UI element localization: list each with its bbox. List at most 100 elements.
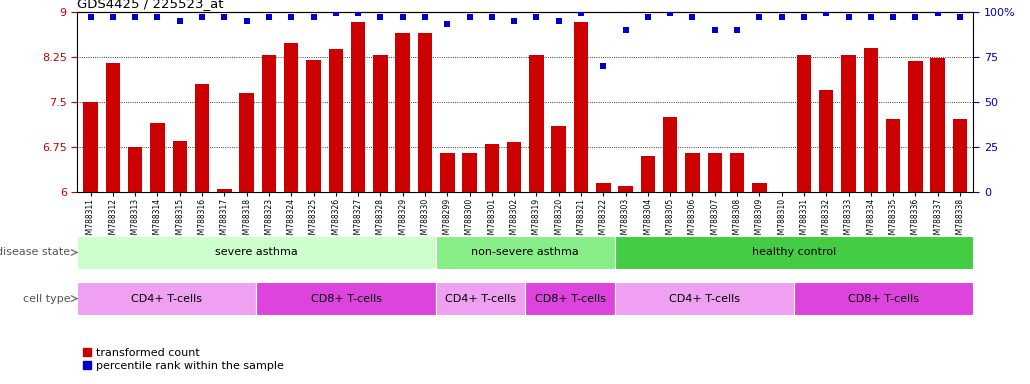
- Bar: [529, 55, 544, 192]
- Point: [238, 17, 254, 24]
- Bar: [615, 282, 794, 315]
- Bar: [794, 282, 973, 315]
- Point: [662, 10, 679, 17]
- Point: [840, 14, 857, 20]
- Bar: [440, 153, 454, 192]
- Bar: [842, 55, 856, 192]
- Point: [372, 14, 388, 20]
- Text: CD8+ T-cells: CD8+ T-cells: [311, 293, 381, 304]
- Bar: [396, 33, 410, 192]
- Bar: [77, 236, 436, 269]
- Bar: [663, 117, 678, 192]
- Bar: [615, 236, 973, 269]
- Bar: [306, 60, 320, 192]
- Bar: [953, 119, 967, 192]
- Text: cell type: cell type: [23, 293, 70, 304]
- Point: [729, 26, 746, 33]
- Text: CD4+ T-cells: CD4+ T-cells: [670, 293, 740, 304]
- Point: [573, 10, 589, 17]
- Point: [862, 14, 879, 20]
- Bar: [796, 55, 812, 192]
- Bar: [930, 58, 945, 192]
- Text: healthy control: healthy control: [752, 247, 836, 258]
- Point: [595, 63, 612, 69]
- Bar: [436, 236, 615, 269]
- Point: [952, 14, 968, 20]
- Point: [105, 14, 122, 20]
- Text: CD4+ T-cells: CD4+ T-cells: [445, 293, 516, 304]
- Point: [484, 14, 501, 20]
- Point: [216, 14, 233, 20]
- Bar: [685, 153, 699, 192]
- Bar: [373, 55, 387, 192]
- Bar: [908, 61, 923, 192]
- Bar: [77, 282, 256, 315]
- Text: CD4+ T-cells: CD4+ T-cells: [132, 293, 202, 304]
- Bar: [752, 183, 766, 192]
- Bar: [708, 153, 722, 192]
- Point: [818, 10, 834, 17]
- Bar: [351, 22, 366, 192]
- Point: [796, 14, 813, 20]
- Point: [305, 14, 321, 20]
- Point: [707, 26, 723, 33]
- Bar: [262, 55, 276, 192]
- Point: [907, 14, 924, 20]
- Point: [194, 14, 210, 20]
- Point: [149, 14, 166, 20]
- Bar: [256, 282, 436, 315]
- Point: [617, 26, 633, 33]
- Bar: [239, 93, 254, 192]
- Point: [417, 14, 434, 20]
- Point: [172, 17, 188, 24]
- Bar: [436, 282, 525, 315]
- Point: [127, 14, 143, 20]
- Point: [774, 14, 790, 20]
- Point: [550, 17, 566, 24]
- Bar: [641, 156, 655, 192]
- Bar: [128, 147, 142, 192]
- Bar: [418, 33, 433, 192]
- Bar: [485, 144, 500, 192]
- Bar: [819, 90, 833, 192]
- Bar: [886, 119, 900, 192]
- Text: severe asthma: severe asthma: [215, 247, 298, 258]
- Point: [261, 14, 277, 20]
- Bar: [525, 282, 615, 315]
- Bar: [596, 183, 611, 192]
- Text: CD8+ T-cells: CD8+ T-cells: [849, 293, 919, 304]
- Point: [528, 14, 545, 20]
- Text: non-severe asthma: non-severe asthma: [472, 247, 579, 258]
- Text: GDS4425 / 225523_at: GDS4425 / 225523_at: [77, 0, 224, 10]
- Point: [283, 14, 300, 20]
- Point: [461, 14, 478, 20]
- Bar: [730, 153, 745, 192]
- Point: [82, 14, 99, 20]
- Bar: [150, 123, 165, 192]
- Point: [929, 10, 946, 17]
- Bar: [551, 126, 565, 192]
- Bar: [574, 22, 588, 192]
- Bar: [507, 142, 521, 192]
- Text: CD8+ T-cells: CD8+ T-cells: [535, 293, 606, 304]
- Point: [394, 14, 411, 20]
- Bar: [83, 102, 98, 192]
- Bar: [106, 63, 121, 192]
- Point: [439, 21, 455, 27]
- Bar: [284, 43, 299, 192]
- Bar: [195, 84, 209, 192]
- Bar: [863, 48, 878, 192]
- Text: disease state: disease state: [0, 247, 70, 258]
- Bar: [329, 50, 343, 192]
- Point: [328, 10, 344, 17]
- Bar: [618, 186, 632, 192]
- Bar: [462, 153, 477, 192]
- Bar: [217, 189, 232, 192]
- Point: [885, 14, 901, 20]
- Point: [751, 14, 767, 20]
- Bar: [173, 141, 187, 192]
- Legend: transformed count, percentile rank within the sample: transformed count, percentile rank withi…: [82, 348, 284, 371]
- Point: [684, 14, 700, 20]
- Point: [640, 14, 656, 20]
- Point: [506, 17, 522, 24]
